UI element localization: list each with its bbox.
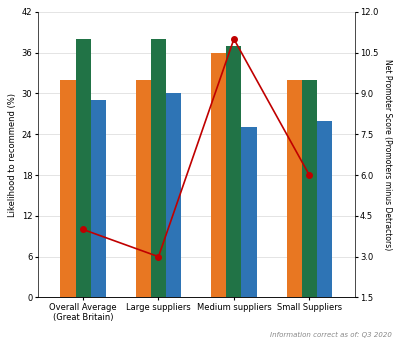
Bar [60,80,76,297]
Bar [166,93,181,297]
Y-axis label: Net Promoter Score (Promoters minus Detractors): Net Promoter Score (Promoters minus Detr… [383,59,392,250]
Text: Information correct as of: Q3 2020: Information correct as of: Q3 2020 [270,331,392,338]
Bar [151,39,166,297]
Bar [302,80,317,297]
Bar [226,46,242,297]
Y-axis label: Likelihood to recommend (%): Likelihood to recommend (%) [8,93,17,217]
Bar [211,53,226,297]
Bar [287,80,302,297]
Bar [90,100,106,297]
Bar [317,121,332,297]
Bar [76,39,90,297]
Bar [136,80,151,297]
Bar [242,128,256,297]
